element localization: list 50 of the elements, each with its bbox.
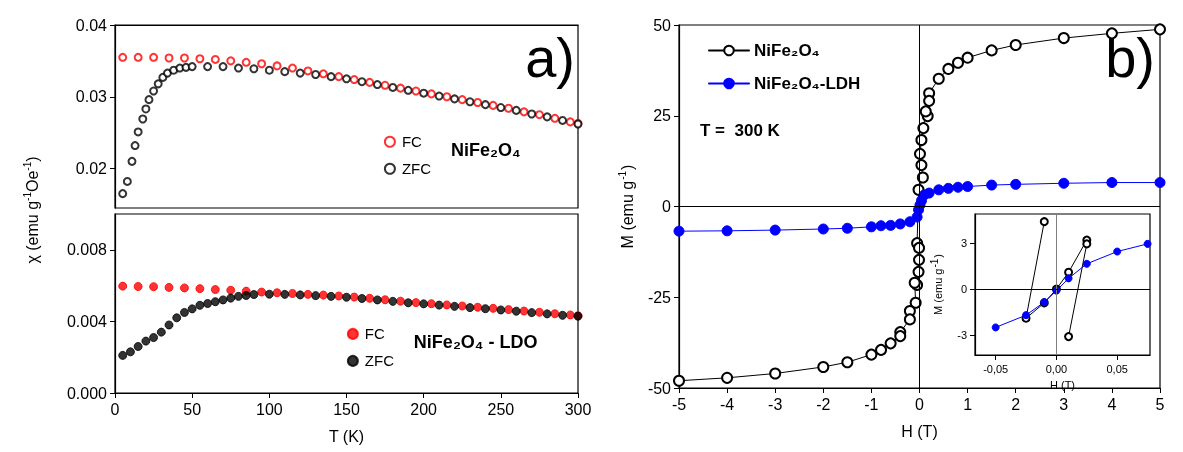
x-tick-label: 300 (564, 400, 592, 418)
legend-title: NiFe₂O₄ - LDO (413, 332, 538, 353)
x-tick-label: 0,00 (1045, 362, 1068, 375)
x-tick-label: 200 (410, 400, 438, 418)
x-axis-title: T (K) (328, 427, 365, 445)
x-tick-label: -2 (816, 395, 831, 413)
x-tick-label: 50 (183, 400, 202, 418)
x-axis-title: H (T) (901, 422, 938, 440)
y-tick-label: 0.04 (75, 16, 108, 34)
x-tick-label: 1 (963, 395, 973, 413)
x-tick-label: 150 (333, 400, 360, 418)
y-tick-label: 0.000 (66, 384, 108, 402)
y-tick-label: 0.02 (75, 160, 108, 178)
x-tick-label: 0 (915, 395, 925, 413)
y-tick-label: -3 (957, 329, 967, 342)
legend-label: FC (401, 133, 423, 151)
annotation: a) (525, 25, 575, 89)
x-tick-label: 0 (110, 400, 120, 418)
annotation: T = 300 K (700, 120, 781, 140)
annotation: b) (1105, 25, 1155, 89)
x-tick-label: 2 (1011, 395, 1021, 413)
legend-label: ZFC (364, 352, 395, 370)
y-tick-label: -25 (647, 288, 672, 306)
y-tick-label: 0.004 (66, 312, 108, 330)
y-tick-label: 25 (653, 107, 672, 125)
x-tick-label: -5 (671, 395, 687, 413)
y-tick-label: -50 (647, 379, 672, 397)
legend-label: NiFe₂O₄ (754, 41, 820, 60)
x-tick-label: 250 (487, 400, 515, 418)
y-axis-title: M (emu g-1) (616, 164, 636, 249)
x-tick-label: 100 (255, 400, 283, 418)
x-tick-label: 3 (1059, 395, 1069, 413)
y-tick-label: 0 (662, 198, 672, 215)
x-tick-label: -4 (719, 395, 735, 413)
legend-label: ZFC (401, 160, 432, 178)
x-tick-label: -1 (864, 395, 879, 413)
x-tick-label: -0,05 (983, 362, 1009, 375)
y-tick-label: 3 (960, 237, 967, 250)
y-tick-label: 0.008 (66, 241, 108, 259)
y-axis-title: M (emu g-1) (928, 253, 944, 316)
legend-title: NiFe₂O₄ (450, 140, 521, 161)
x-tick-label: 5 (1155, 395, 1165, 413)
y-tick-label: 50 (653, 16, 672, 34)
x-tick-label: 0,05 (1106, 362, 1128, 375)
x-tick-label: 4 (1107, 395, 1117, 413)
legend-label: FC (364, 325, 386, 343)
y-tick-label: 0.03 (75, 88, 108, 106)
legend-label: NiFe₂O₄-LDH (754, 74, 861, 93)
x-tick-label: -3 (768, 395, 783, 413)
y-tick-label: 0 (960, 283, 967, 296)
